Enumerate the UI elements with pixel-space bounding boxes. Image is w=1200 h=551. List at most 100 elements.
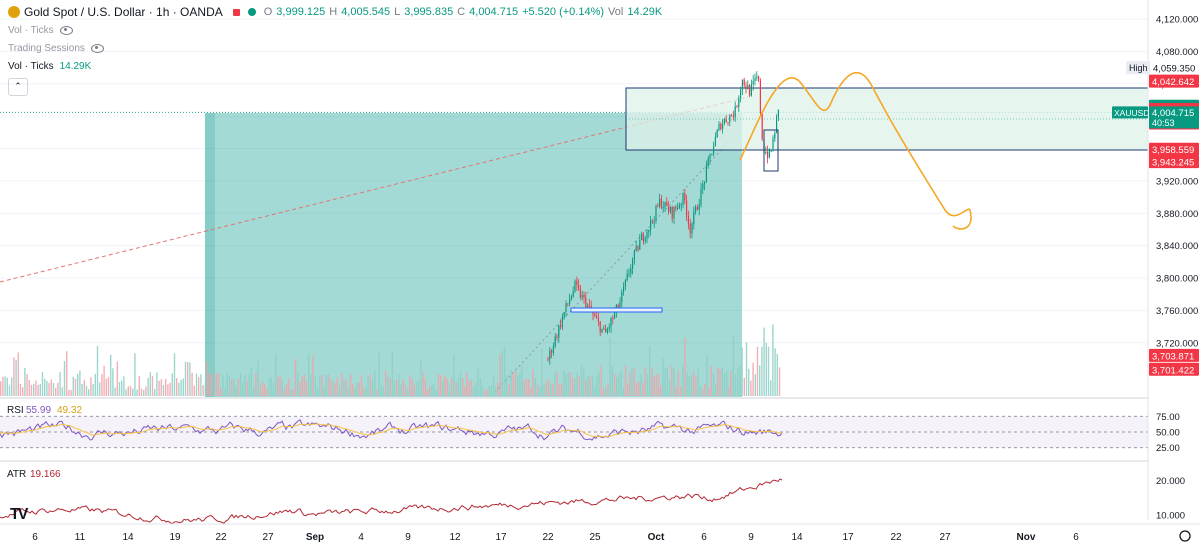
symbol-title[interactable]: Gold Spot / U.S. Dollar · 1h · OANDA <box>24 5 223 19</box>
symbol-tag-text: XAUUSD <box>1114 108 1149 118</box>
volume-bar <box>347 387 349 396</box>
time-tick-label: 14 <box>791 532 803 543</box>
close-label: C <box>457 6 466 18</box>
volume-bar <box>657 373 660 396</box>
time-tick-label: 9 <box>748 532 754 543</box>
high-value-label: 4,059.350 <box>1153 64 1195 75</box>
candle-body <box>727 122 729 124</box>
volume-bar <box>677 370 679 396</box>
tradingview-logo[interactable]: TV <box>10 506 29 523</box>
volume-bar <box>294 358 297 396</box>
rsi-line <box>0 419 783 441</box>
candle-body <box>677 208 679 209</box>
volume-bar <box>488 386 490 396</box>
candle-body <box>633 250 635 260</box>
rsi-pane: RSI 55.99 49.32 <box>0 397 1148 449</box>
atr-pane: ATR 19.166 <box>0 460 1148 525</box>
volume-bar <box>277 375 279 396</box>
volume-bar <box>125 389 127 396</box>
candle-body <box>547 359 549 360</box>
volume-bar <box>448 384 451 396</box>
volume-bar <box>112 368 114 396</box>
indicator-trading-sessions-label[interactable]: Trading Sessions <box>8 43 85 54</box>
atr-label: ATR <box>7 469 26 480</box>
indicator-vol-ticks[interactable]: Vol · Ticks <box>8 25 73 36</box>
time-tick-label: 4 <box>358 532 364 543</box>
volume-bar <box>167 384 169 396</box>
volume-bar <box>50 379 52 396</box>
volume-bar <box>103 365 105 396</box>
volume-bar <box>466 372 468 396</box>
volume-bar <box>209 374 211 396</box>
volume-bar <box>74 378 77 396</box>
volume-bar <box>668 379 671 396</box>
candle-body <box>576 280 578 285</box>
indicator-vol-ticks-label[interactable]: Vol · Ticks <box>8 25 54 36</box>
indicator-vol-ticks-visible-label[interactable]: Vol · Ticks <box>8 61 54 72</box>
volume-bar <box>24 368 26 396</box>
candle-body <box>704 181 706 184</box>
volume-bar <box>550 383 552 396</box>
volume-bar <box>574 378 576 396</box>
volume-bar <box>187 362 189 396</box>
volume-bar <box>591 376 594 396</box>
volume-bar <box>162 385 165 396</box>
volume-bar <box>719 369 721 396</box>
candle-body <box>668 206 670 212</box>
volume-bar <box>334 383 336 396</box>
volume-bar <box>495 386 497 396</box>
candle-body <box>628 273 630 275</box>
price-axis[interactable]: 4,120.0004,080.0004,040.0004,000.0003,96… <box>1112 0 1199 521</box>
atr-value: 19.166 <box>30 469 61 480</box>
volume-bar <box>352 383 354 396</box>
candle-body <box>551 350 553 353</box>
volume-bar <box>409 374 411 396</box>
current-price-text: 4,004.715 <box>1152 108 1194 119</box>
time-tick-label: Sep <box>306 532 324 543</box>
volume-bar <box>440 375 442 396</box>
volume-bar <box>303 374 305 396</box>
indicator-vol-ticks-visible[interactable]: Vol · Ticks 14.29K <box>8 61 91 72</box>
volume-bar <box>345 379 347 396</box>
candle-body <box>570 296 572 300</box>
volume-bar <box>118 382 121 396</box>
volume-bar <box>545 381 547 396</box>
volume-bar <box>453 354 455 396</box>
eye-hidden-icon[interactable] <box>90 44 104 53</box>
main-price-pane <box>0 18 1149 397</box>
rsi-value: 55.99 <box>26 405 51 416</box>
eye-hidden-icon[interactable] <box>59 26 73 35</box>
time-tick-label: Oct <box>648 532 665 543</box>
volume-bar <box>514 370 517 396</box>
range-box <box>570 307 663 313</box>
volume-bar <box>756 346 759 396</box>
candle-body <box>587 305 589 309</box>
low-value: 3,995.835 <box>404 6 454 18</box>
candle-body <box>614 312 616 319</box>
chevron-up-icon[interactable]: ⌃ <box>8 78 28 96</box>
volume-bar <box>250 368 253 396</box>
candle-body <box>758 76 760 81</box>
volume-bar <box>580 365 583 396</box>
time-axis[interactable]: 6 11 14 19 22 27 Sep 4 9 12 17 22 25 Oct 6 9 14 17 22 27 Nov… <box>0 523 1200 543</box>
volume-bar <box>492 376 495 396</box>
volume-bar <box>627 383 629 396</box>
candle-body <box>700 188 702 206</box>
indicator-trading-sessions[interactable]: Trading Sessions <box>8 43 104 54</box>
time-tick-label: 25 <box>589 532 601 543</box>
volume-bar <box>292 389 294 396</box>
volume-bar <box>96 345 99 396</box>
symbol-legend[interactable]: Gold Spot / U.S. Dollar · 1h · OANDA O 3,… <box>8 5 662 19</box>
volume-bar <box>224 387 226 396</box>
volume-bar <box>420 360 422 396</box>
volume-bar <box>752 362 754 396</box>
candle-body <box>579 288 581 298</box>
volume-bar <box>596 375 598 396</box>
volume-bar <box>675 385 677 396</box>
volume-bar <box>94 373 96 396</box>
candle-body <box>592 311 594 315</box>
volume-bar <box>127 386 129 396</box>
candle-body <box>581 295 583 298</box>
volume-bar <box>193 385 195 396</box>
